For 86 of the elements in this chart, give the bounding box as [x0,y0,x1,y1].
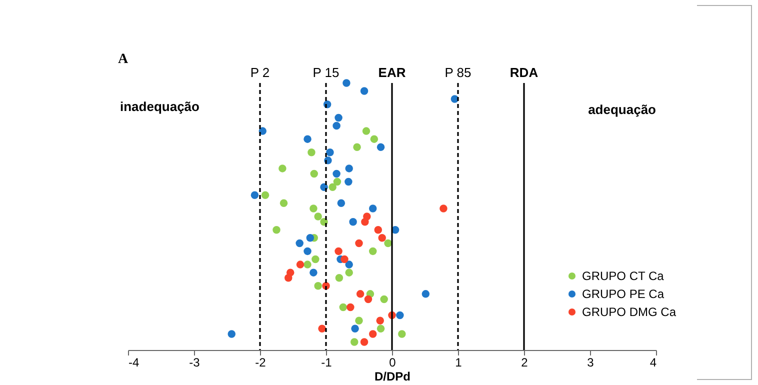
ref-line-label: RDA [510,65,539,80]
point [376,316,384,324]
text: A [118,52,129,67]
point [332,122,340,130]
point [340,255,348,264]
point [304,260,312,268]
legend-label: GRUPO DMG Ca [582,305,676,319]
point [355,316,363,324]
x-tick-label: -1 [321,356,332,370]
point [368,204,377,212]
point [345,164,353,172]
point [370,135,378,143]
point [280,199,288,208]
x-tick-label: -2 [255,356,266,370]
point [334,114,342,122]
point [296,239,304,248]
ref-line-label: P 2 [250,65,270,80]
point [360,338,368,346]
x-tick-label: 4 [650,356,657,370]
point [384,239,392,248]
legend-label: GRUPO CT Ca [582,269,664,283]
point [349,218,357,226]
point [344,178,352,186]
point [346,303,354,312]
point [310,170,318,178]
point [364,295,372,304]
point [333,178,342,186]
x-tick-label: 1 [455,356,462,370]
point [355,239,363,248]
point [314,212,322,220]
point [345,260,353,268]
point [326,148,334,156]
point [308,148,316,156]
point [361,218,369,226]
point [337,199,346,208]
point [398,330,406,338]
point [310,268,318,276]
point [378,234,386,242]
x-tick-label: -3 [189,356,200,370]
point [272,226,280,234]
point [314,282,322,290]
point [422,290,430,298]
point [312,255,320,264]
point [284,274,292,282]
point [334,247,342,256]
point [250,191,259,200]
point [306,234,314,242]
point [339,303,348,312]
x-tick-label: 2 [521,356,528,370]
point [278,164,286,172]
point [368,330,377,338]
point [356,290,364,298]
point [376,324,385,333]
point [335,274,344,282]
point [376,143,385,151]
point [360,87,368,95]
point [362,127,370,135]
point [304,247,312,256]
x-tick-label: 3 [587,356,594,370]
point [396,311,404,320]
point [440,204,448,212]
point [374,226,382,234]
point [380,295,388,304]
point [368,247,377,256]
annotation: inadequação [120,99,200,114]
point [342,79,350,87]
x-tick-label: -4 [128,356,140,370]
point [261,191,270,200]
ref-line-label: EAR [378,65,406,80]
point [296,260,304,268]
point [310,204,318,212]
ref-line-label: P 15 [312,65,340,80]
point [345,268,353,276]
point [228,330,236,338]
point [304,135,312,143]
point [350,338,358,346]
annotation: adequação [588,102,656,117]
point [332,170,340,178]
point [328,183,336,191]
ref-line-label: P 85 [444,65,472,80]
point [351,324,359,333]
x-tick-label: 0 [389,356,396,370]
point [353,143,361,151]
x-axis-title: D/DPd [374,370,410,384]
legend-label: GRUPO PE Ca [582,287,664,301]
point [318,324,326,333]
